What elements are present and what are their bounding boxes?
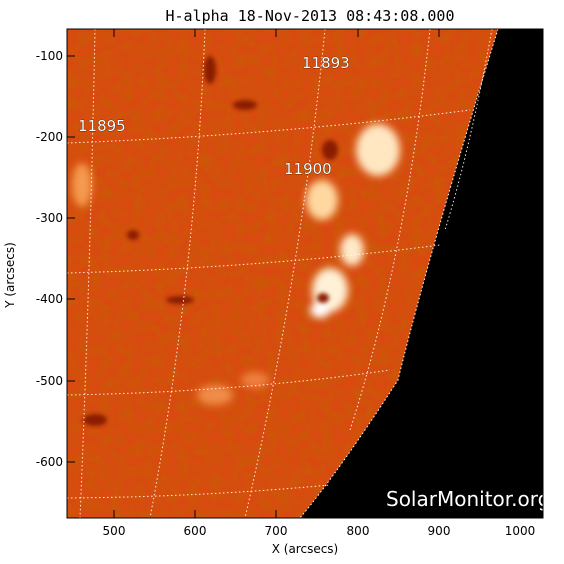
- x-axis-label: X (arcsecs): [272, 542, 339, 556]
- y-tick-label: -100: [36, 49, 63, 63]
- y-axis-label: Y (arcsecs): [3, 242, 17, 309]
- y-tick-label: -600: [36, 455, 63, 469]
- plot-frame: [66, 28, 544, 519]
- x-tick-label: 1000: [505, 524, 536, 538]
- y-tick-label: -500: [36, 374, 63, 388]
- y-tick-label: -300: [36, 211, 63, 225]
- heliographic-grid: [67, 29, 493, 518]
- x-tick-label: 600: [184, 524, 207, 538]
- x-tick-labels: 500 600 700 800 900 1000: [103, 524, 536, 538]
- y-tick-labels: -100 -200 -300 -400 -500 -600: [36, 49, 63, 469]
- x-tick-label: 700: [265, 524, 288, 538]
- y-tick-label: -200: [36, 130, 63, 144]
- image-title: H-alpha 18-Nov-2013 08:43:08.000: [166, 7, 455, 25]
- active-region-label: 11893: [302, 54, 350, 72]
- solar-limb: [299, 29, 499, 518]
- y-tick-label: -400: [36, 292, 63, 306]
- filaments: [83, 56, 338, 426]
- plage-regions: [72, 124, 400, 405]
- x-tick-label: 500: [103, 524, 126, 538]
- x-tick-label: 800: [347, 524, 370, 538]
- active-region-label: 11895: [78, 117, 126, 135]
- x-axis: [113, 29, 521, 518]
- x-tick-label: 900: [428, 524, 451, 538]
- y-axis: [67, 55, 543, 463]
- active-region-label: 11900: [284, 160, 332, 178]
- solar-image: [67, 29, 543, 518]
- watermark: SolarMonitor.org: [386, 487, 550, 511]
